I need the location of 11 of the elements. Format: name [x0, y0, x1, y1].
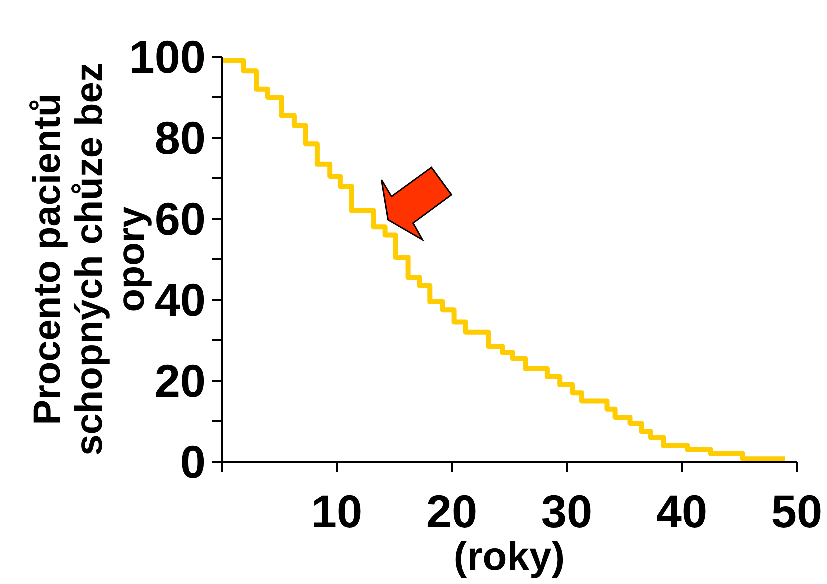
- x-tick-label: 40: [656, 486, 708, 538]
- y-tick-label: 40: [154, 274, 206, 326]
- x-tick-label: 20: [426, 486, 478, 538]
- y-tick-label: 60: [154, 193, 206, 245]
- y-tick-label: 80: [154, 112, 206, 164]
- y-tick-label: 0: [180, 436, 206, 488]
- x-axis-title: (roky): [454, 535, 566, 579]
- y-tick-label: 20: [154, 355, 206, 407]
- x-tick-label: 50: [771, 486, 823, 538]
- x-tick-label: 30: [541, 486, 593, 538]
- x-tick-label: 10: [311, 486, 363, 538]
